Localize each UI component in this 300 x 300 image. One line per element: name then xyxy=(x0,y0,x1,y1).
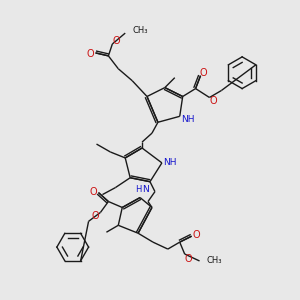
Text: O: O xyxy=(112,36,120,46)
Text: O: O xyxy=(210,97,217,106)
Text: H: H xyxy=(135,185,141,194)
Text: O: O xyxy=(92,212,99,221)
Text: CH₃: CH₃ xyxy=(132,26,148,34)
Text: NH: NH xyxy=(163,158,177,167)
Text: CH₃: CH₃ xyxy=(206,256,222,266)
Text: O: O xyxy=(200,68,207,78)
Text: N: N xyxy=(142,185,148,194)
Text: O: O xyxy=(87,49,94,59)
Text: O: O xyxy=(193,230,200,240)
Text: O: O xyxy=(185,254,193,264)
Text: O: O xyxy=(90,187,97,196)
Text: NH: NH xyxy=(181,115,194,124)
